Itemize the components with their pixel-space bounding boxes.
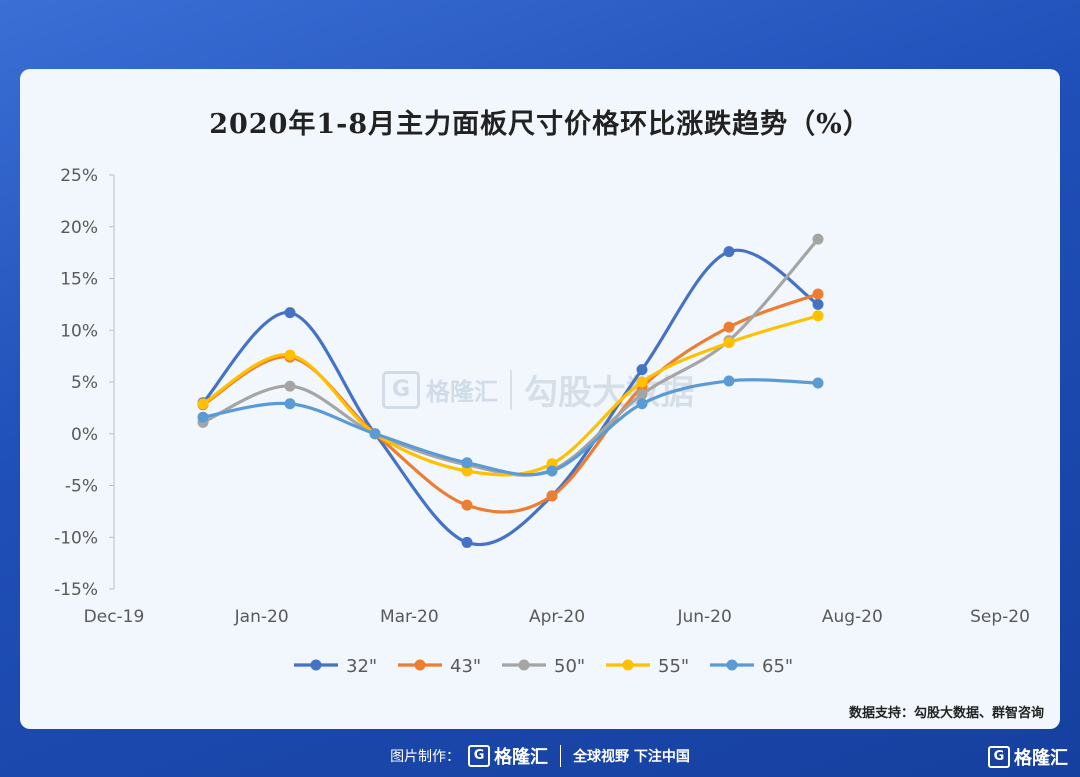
x-tick-label: Dec-19	[84, 607, 145, 627]
data-point	[812, 288, 824, 300]
data-point	[197, 398, 209, 410]
data-point	[723, 321, 735, 333]
footer-slogan: 全球视野 下注中国	[573, 749, 690, 765]
corner-brand: 格隆汇	[1014, 748, 1068, 769]
legend-marker	[518, 659, 530, 671]
data-point	[723, 375, 735, 387]
y-tick-label: 20%	[60, 218, 98, 238]
data-point	[812, 377, 824, 389]
source-note: 数据支持：勾股大数据、群智咨询	[848, 706, 1044, 721]
data-point	[461, 457, 473, 469]
data-point	[284, 398, 296, 410]
y-tick-label: -15%	[54, 580, 98, 600]
data-point	[284, 307, 296, 319]
data-point	[197, 411, 209, 423]
series-line-4	[201, 378, 820, 477]
data-point	[636, 388, 648, 400]
y-tick-label: -10%	[54, 528, 98, 548]
chart-panel: 2020年1-8月主力面板尺寸价格环比涨跌趋势（%） G 格隆汇 勾股大数据 2…	[20, 69, 1060, 729]
series-line-1	[201, 292, 820, 514]
data-point	[636, 376, 648, 388]
series-line-0	[201, 248, 820, 547]
x-tick-label: Jun-20	[676, 607, 731, 627]
series-line-3	[201, 314, 820, 477]
y-tick-label: 5%	[71, 373, 98, 393]
corner-logo: G 格隆汇	[988, 744, 1068, 770]
data-point	[369, 428, 381, 440]
legend-label: 65"	[762, 656, 793, 677]
footer-logo-icon: G	[468, 745, 491, 767]
x-tick-label: Apr-20	[529, 607, 585, 627]
data-point	[812, 233, 824, 245]
legend-label: 32"	[346, 656, 377, 677]
data-point	[546, 490, 558, 502]
footer-label: 图片制作：	[390, 749, 461, 765]
footer: 图片制作： G 格隆汇 全球视野 下注中国	[0, 741, 1080, 771]
data-point	[636, 398, 648, 410]
data-point	[723, 246, 735, 258]
footer-brand: 格隆汇	[494, 747, 549, 768]
legend-label: 55"	[658, 656, 689, 677]
legend-label: 43"	[450, 656, 481, 677]
legend-marker	[310, 659, 322, 671]
data-point	[284, 380, 296, 392]
y-tick-label: 25%	[60, 166, 98, 186]
corner-logo-icon: G	[988, 746, 1010, 768]
x-tick-label: Mar-20	[380, 607, 439, 627]
data-point	[723, 337, 735, 349]
data-point	[546, 465, 558, 477]
x-tick-label: Aug-20	[822, 607, 883, 627]
chart-title: 2020年1-8月主力面板尺寸价格环比涨跌趋势（%）	[209, 109, 871, 140]
data-point	[461, 536, 473, 548]
legend-marker	[414, 659, 426, 671]
y-tick-label: -5%	[65, 477, 98, 497]
x-tick-label: Jan-20	[234, 607, 289, 627]
data-point	[812, 298, 824, 310]
data-point	[636, 364, 648, 376]
legend-marker	[726, 659, 738, 671]
data-point	[461, 465, 473, 477]
legend-label: 50"	[554, 656, 585, 677]
x-tick-label: Sep-20	[970, 607, 1030, 627]
y-tick-label: 0%	[71, 425, 98, 445]
y-tick-label: 10%	[60, 321, 98, 341]
data-point	[812, 310, 824, 322]
footer-divider	[560, 745, 562, 767]
legend-marker	[622, 659, 634, 671]
y-tick-label: 15%	[60, 270, 98, 290]
line-chart: 25% 20% 15% 10% 5% 0% -5% -10% -15% Dec-19 Jan-20 M…	[54, 166, 1030, 677]
data-point	[284, 349, 296, 361]
data-point	[461, 499, 473, 511]
